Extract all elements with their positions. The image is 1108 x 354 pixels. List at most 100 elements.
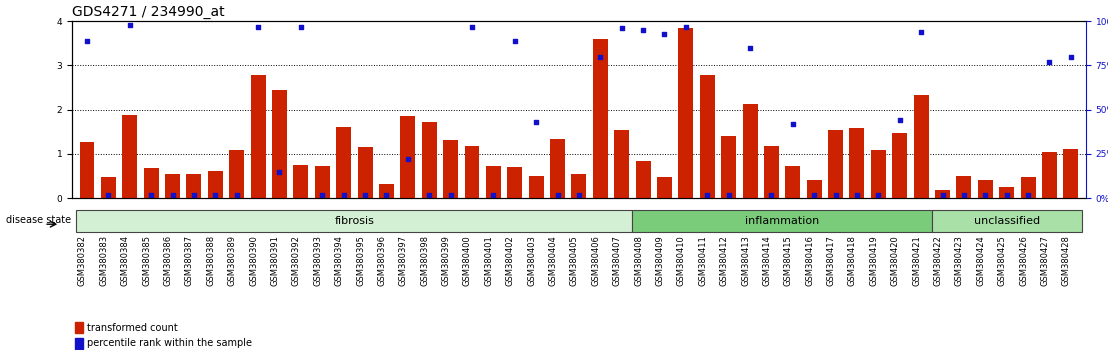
Point: [976, 192, 994, 198]
Point: [228, 192, 246, 198]
Bar: [144, 168, 158, 198]
Text: GSM380387: GSM380387: [185, 235, 194, 286]
Bar: [507, 167, 522, 198]
Bar: [101, 177, 116, 198]
Bar: [186, 174, 202, 198]
Bar: [1064, 149, 1078, 198]
Bar: [74, 322, 83, 333]
Bar: [486, 166, 501, 198]
Point: [613, 25, 630, 31]
Text: GSM380397: GSM380397: [399, 235, 408, 286]
Text: GSM380423: GSM380423: [955, 235, 964, 286]
Bar: [786, 166, 800, 198]
Text: GSM380428: GSM380428: [1061, 235, 1070, 286]
Bar: [807, 180, 822, 198]
Point: [249, 24, 267, 29]
Bar: [828, 130, 843, 198]
Bar: [700, 75, 715, 198]
Bar: [315, 166, 330, 198]
Bar: [593, 39, 608, 198]
Text: unclassified: unclassified: [974, 216, 1039, 226]
Text: GSM380385: GSM380385: [142, 235, 151, 286]
Text: GSM380386: GSM380386: [164, 235, 173, 286]
Text: GSM380421: GSM380421: [912, 235, 921, 286]
Point: [356, 192, 373, 198]
Point: [827, 192, 844, 198]
Text: GSM380393: GSM380393: [314, 235, 322, 286]
Bar: [464, 146, 480, 198]
Bar: [74, 338, 83, 349]
Point: [806, 192, 823, 198]
Point: [741, 45, 759, 51]
Bar: [657, 177, 671, 198]
Point: [164, 192, 182, 198]
Text: GSM380396: GSM380396: [378, 235, 387, 286]
Bar: [550, 138, 565, 198]
Bar: [208, 171, 223, 198]
Text: percentile rank within the sample: percentile rank within the sample: [86, 338, 252, 348]
Bar: [229, 149, 244, 198]
Point: [484, 192, 502, 198]
Point: [592, 54, 609, 59]
Bar: [400, 116, 416, 198]
Point: [548, 192, 566, 198]
Bar: [294, 165, 308, 198]
Bar: [678, 28, 694, 198]
Text: GSM380388: GSM380388: [206, 235, 215, 286]
Text: GSM380416: GSM380416: [806, 235, 814, 286]
Bar: [422, 122, 437, 198]
Bar: [978, 180, 993, 198]
Text: GSM380426: GSM380426: [1019, 235, 1028, 286]
Text: GSM380422: GSM380422: [934, 235, 943, 286]
Point: [891, 118, 909, 123]
Point: [399, 156, 417, 162]
Point: [335, 192, 352, 198]
Point: [570, 192, 587, 198]
Text: GSM380427: GSM380427: [1040, 235, 1049, 286]
Bar: [850, 128, 864, 198]
Bar: [443, 140, 458, 198]
Text: GSM380425: GSM380425: [997, 235, 1007, 286]
Text: GSM380411: GSM380411: [698, 235, 707, 286]
Text: GSM380383: GSM380383: [100, 235, 109, 286]
Point: [463, 24, 481, 29]
Text: GSM380408: GSM380408: [634, 235, 643, 286]
Point: [848, 192, 865, 198]
Point: [955, 192, 973, 198]
Bar: [76, 210, 633, 232]
Bar: [1020, 177, 1036, 198]
Bar: [614, 130, 629, 198]
Bar: [633, 210, 932, 232]
Bar: [935, 190, 950, 198]
Point: [720, 192, 738, 198]
Bar: [871, 149, 886, 198]
Text: GSM380404: GSM380404: [548, 235, 557, 286]
Text: GSM380409: GSM380409: [656, 235, 665, 286]
Point: [100, 192, 117, 198]
Bar: [165, 174, 179, 198]
Point: [142, 192, 160, 198]
Bar: [80, 142, 94, 198]
Bar: [956, 176, 972, 198]
Point: [656, 31, 674, 36]
Text: GSM380390: GSM380390: [249, 235, 258, 286]
Text: GSM380395: GSM380395: [356, 235, 365, 286]
Point: [1019, 192, 1037, 198]
Point: [79, 38, 96, 44]
Bar: [271, 90, 287, 198]
Point: [527, 119, 545, 125]
Text: GSM380415: GSM380415: [783, 235, 793, 286]
Bar: [379, 184, 394, 198]
Text: disease state: disease state: [6, 215, 71, 225]
Text: GSM380407: GSM380407: [613, 235, 622, 286]
Text: GSM380399: GSM380399: [442, 235, 451, 286]
Text: GSM380382: GSM380382: [78, 235, 88, 286]
Text: GSM380392: GSM380392: [291, 235, 301, 286]
Text: GSM380384: GSM380384: [121, 235, 130, 286]
Bar: [122, 115, 137, 198]
Text: GDS4271 / 234990_at: GDS4271 / 234990_at: [72, 5, 225, 19]
Bar: [336, 127, 351, 198]
Point: [442, 192, 460, 198]
Point: [762, 192, 780, 198]
Text: GSM380412: GSM380412: [720, 235, 729, 286]
